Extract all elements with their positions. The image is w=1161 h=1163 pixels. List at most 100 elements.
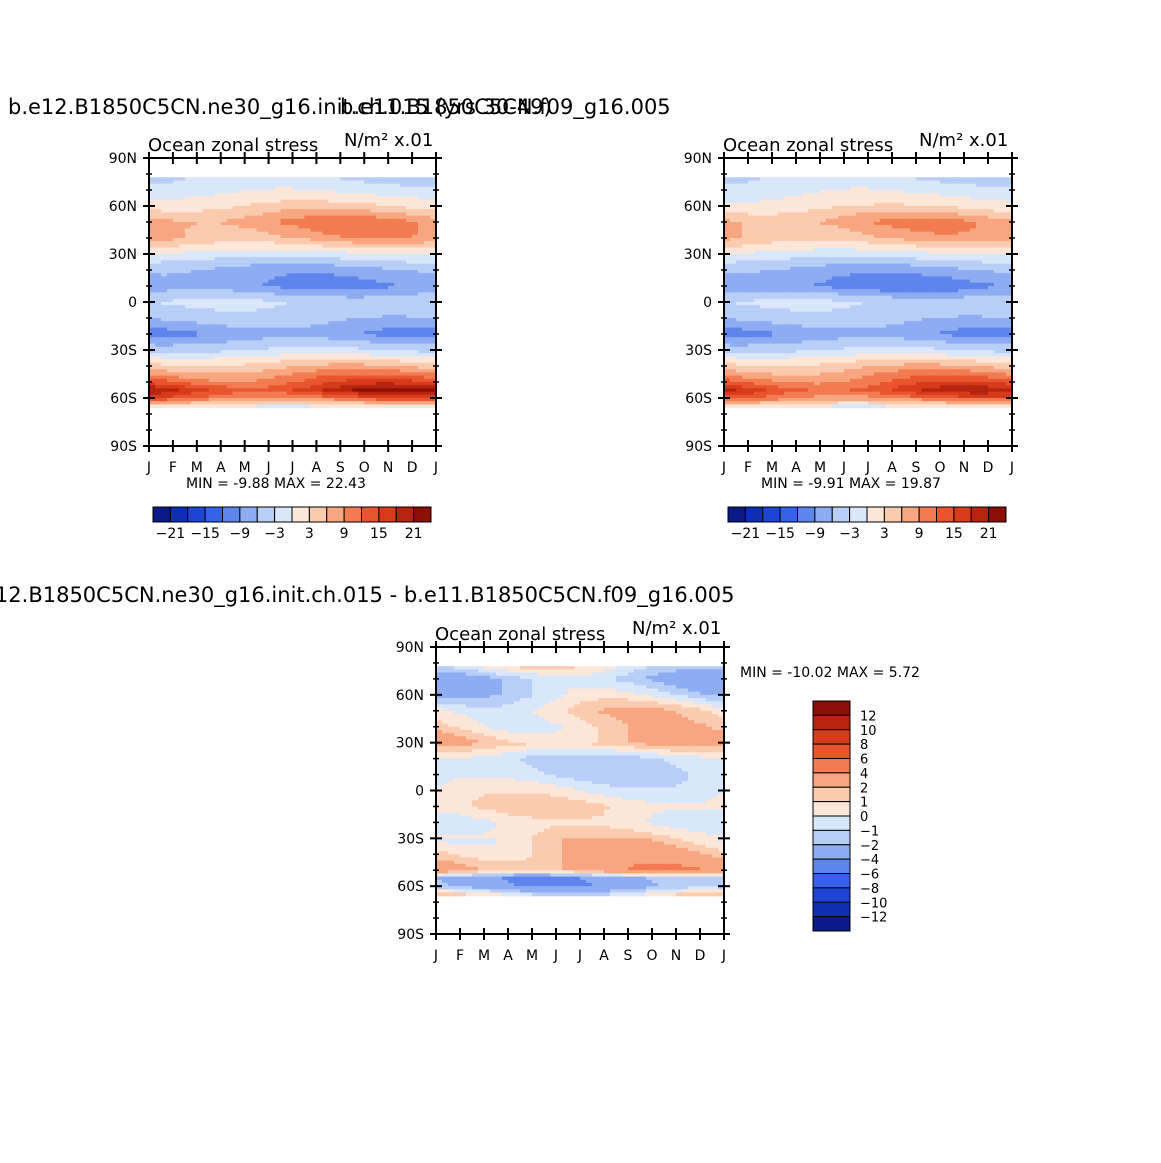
contour-cell (412, 212, 419, 217)
contour-cell (244, 382, 252, 386)
contour-cell (838, 206, 845, 210)
contour-cell (364, 202, 371, 207)
contour-cell (238, 350, 246, 354)
contour-cell (149, 292, 156, 297)
contour-cell (328, 382, 335, 386)
contour-cell (172, 369, 180, 373)
contour-cell (292, 279, 300, 284)
contour-cell (352, 177, 359, 181)
contour-cell (322, 257, 329, 261)
contour-cell (430, 334, 437, 338)
contour-cell (250, 401, 258, 405)
contour-cell (364, 199, 371, 204)
contour-cell (388, 298, 395, 303)
contour-cell (928, 241, 935, 245)
contour-cell (394, 318, 401, 322)
contour-cell (238, 273, 246, 277)
contour-cell (160, 362, 168, 367)
contour-cell (226, 199, 234, 204)
contour-cell (778, 202, 785, 207)
contour-cell (370, 270, 377, 274)
contour-cell (250, 350, 258, 354)
contour-cell (160, 186, 168, 191)
contour-cell (244, 282, 252, 287)
contour-cell (256, 327, 264, 332)
contour-cell (430, 369, 437, 373)
contour-cell (724, 196, 731, 201)
contour-cell (388, 202, 395, 207)
contour-cell (406, 346, 413, 351)
contour-cell (802, 234, 809, 239)
contour-cell (382, 346, 389, 351)
contour-cell (166, 340, 174, 345)
contour-cell (424, 321, 431, 325)
contour-cell (340, 401, 347, 405)
contour-cell (730, 180, 737, 185)
contour-cell (358, 324, 365, 329)
contour-cell (262, 202, 270, 207)
contour-cell (196, 177, 204, 181)
contour-cell (412, 225, 419, 229)
contour-cell (286, 401, 294, 405)
contour-cell (898, 241, 905, 245)
contour-cell (430, 257, 437, 261)
contour-cell (976, 254, 983, 258)
contour-cell (814, 212, 821, 217)
contour-cell (430, 196, 437, 201)
contour-cell (256, 369, 264, 373)
contour-cell (196, 257, 204, 261)
contour-cell (268, 199, 276, 204)
contour-cell (802, 238, 809, 242)
contour-cell (400, 330, 407, 335)
contour-cell (256, 292, 264, 297)
contour-cell (868, 218, 875, 223)
contour-cell (274, 346, 282, 351)
contour-cell (832, 199, 839, 204)
contour-cell (214, 273, 222, 277)
contour-cell (268, 270, 276, 274)
contour-cell (382, 295, 389, 300)
contour-cell (874, 234, 881, 239)
contour-cell (934, 183, 941, 188)
contour-cell (202, 346, 210, 351)
contour-cell (760, 199, 767, 204)
contour-cell (400, 314, 407, 319)
contour-cell (202, 394, 210, 399)
contour-cell (220, 215, 228, 220)
contour-cell (328, 199, 335, 204)
contour-cell (184, 385, 192, 389)
contour-cell (334, 292, 341, 297)
contour-cell (406, 257, 413, 261)
contour-cell (382, 289, 389, 293)
contour-cell (382, 388, 389, 393)
contour-cell (328, 378, 335, 383)
contour-cell (886, 254, 893, 258)
contour-cell (424, 222, 431, 226)
contour-cell (190, 218, 198, 223)
contour-cell (262, 254, 270, 258)
contour-cell (802, 199, 809, 204)
contour-cell (262, 305, 270, 309)
contour-cell (190, 225, 198, 229)
contour-cell (268, 250, 276, 255)
contour-cell (376, 346, 383, 351)
contour-cell (286, 215, 294, 220)
contour-cell (154, 257, 162, 261)
contour-cell (298, 343, 306, 348)
contour-cell (286, 273, 294, 277)
contour-cell (232, 295, 240, 300)
contour-cell (304, 314, 312, 319)
contour-cell (850, 238, 857, 242)
contour-cell (202, 247, 210, 252)
contour-cell (149, 346, 156, 351)
contour-cell (796, 222, 803, 226)
contour-cell (364, 324, 371, 329)
contour-cell (748, 225, 755, 229)
contour-cell (976, 177, 983, 181)
contour-cell (838, 234, 845, 239)
contour-cell (190, 215, 198, 220)
contour-cell (778, 228, 785, 233)
contour-cell (406, 295, 413, 300)
contour-cell (328, 282, 335, 287)
contour-cell (814, 263, 821, 268)
